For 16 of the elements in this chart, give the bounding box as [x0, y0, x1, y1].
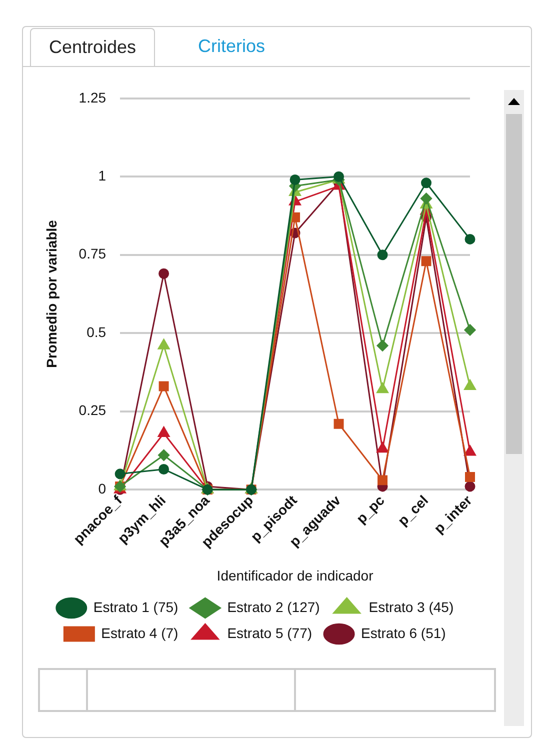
y-tick-label: 0.5 — [86, 324, 106, 340]
y-tick-label: 0.25 — [78, 402, 106, 418]
legend-label: Estrato 1 (75) — [93, 598, 178, 615]
legend-label: Estrato 6 (51) — [361, 624, 446, 641]
y-axis-title: Promedio por variable — [43, 220, 60, 368]
y-tick-label: 1 — [98, 167, 106, 184]
legend-label: Estrato 2 (127) — [227, 598, 320, 615]
legend-label: Estrato 4 (7) — [101, 624, 178, 641]
y-tick-label: 0 — [98, 480, 106, 496]
text: Centroides — [30, 28, 156, 67]
legend-label: Estrato 5 (77) — [227, 624, 312, 641]
x-axis-title: Identificador de indicador — [216, 567, 374, 584]
y-tick-label: 0.75 — [78, 246, 106, 262]
y-tick-label: 1.25 — [78, 89, 106, 106]
text: Criterios — [197, 35, 266, 58]
legend-label: Estrato 3 (45) — [368, 598, 454, 615]
